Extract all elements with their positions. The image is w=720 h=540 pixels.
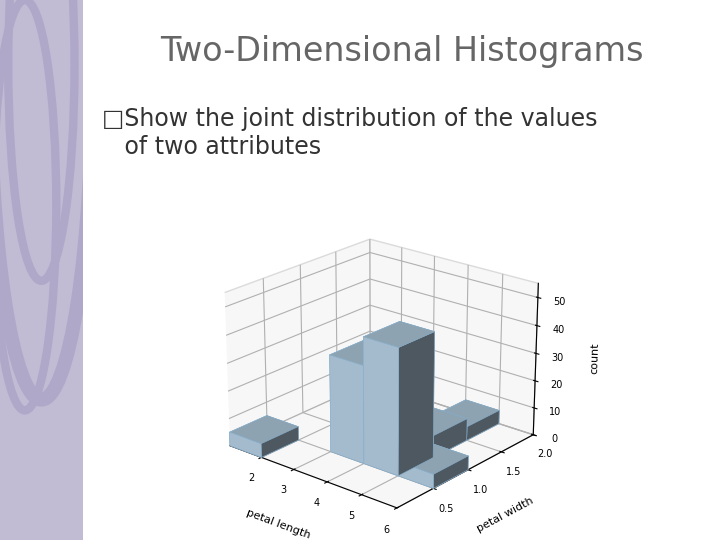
Text: □Show the joint distribution of the values
   of two attributes: □Show the joint distribution of the valu…: [102, 107, 598, 159]
X-axis label: petal length: petal length: [246, 508, 312, 540]
Text: Two-Dimensional Histograms: Two-Dimensional Histograms: [160, 35, 643, 68]
Y-axis label: petal width: petal width: [475, 496, 535, 535]
